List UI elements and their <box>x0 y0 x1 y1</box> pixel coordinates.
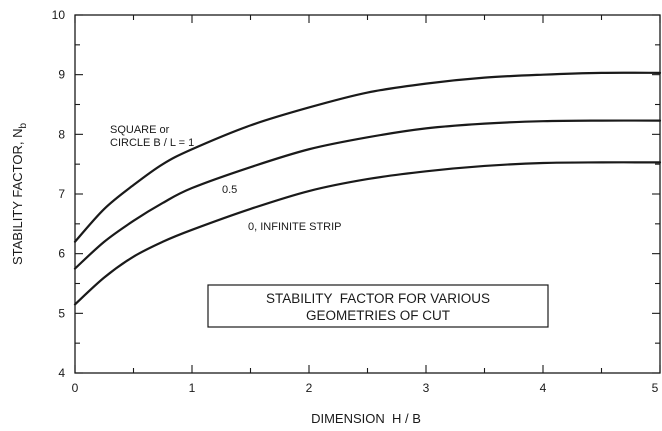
x-tick-label: 3 <box>423 381 430 395</box>
x-tick-label: 2 <box>306 381 313 395</box>
series-line-0 <box>73 71 662 243</box>
series-label-square-line-2: CIRCLE B / L = 1 <box>110 137 194 149</box>
x-tick-label: 5 <box>652 381 659 395</box>
y-tick-label: 10 <box>52 8 66 22</box>
y-tick-label: 4 <box>58 366 65 380</box>
y-tick-label: 7 <box>58 187 65 201</box>
y-tick-label: 6 <box>58 247 65 261</box>
x-tick-label: 0 <box>72 381 79 395</box>
y-tick-label: 9 <box>58 68 65 82</box>
curves <box>73 71 662 306</box>
series-line-2 <box>73 161 662 306</box>
series-line-1 <box>73 119 662 270</box>
y-axis-title: STABILITY FACTOR, Nb <box>10 123 29 266</box>
ticks <box>74 14 661 374</box>
annotation-box-line-1: STABILITY FACTOR FOR VARIOUS <box>266 291 490 306</box>
y-tick-label: 8 <box>58 127 65 141</box>
y-axis-title-main: STABILITY FACTOR, N <box>10 129 25 266</box>
y-axis-title-subscript: b <box>18 123 29 129</box>
series-label-square: SQUARE or CIRCLE B / L = 1 <box>110 124 194 149</box>
annotation-box-line-2: GEOMETRIES OF CUT <box>306 308 450 323</box>
annotation-box-frame <box>207 284 549 328</box>
series-label-strip: 0, INFINITE STRIP <box>248 221 342 233</box>
x-axis-title: DIMENSION H / B <box>311 411 421 426</box>
series-label-square-line-1: SQUARE or <box>110 124 170 136</box>
y-tick-label: 5 <box>58 306 65 320</box>
x-tick-label: 1 <box>189 381 196 395</box>
series-label-half: 0.5 <box>222 184 237 196</box>
x-tick-label: 4 <box>540 381 547 395</box>
tick-labels: 0 1 2 3 4 5 4 5 6 7 8 9 10 <box>52 8 659 395</box>
annotation-box: STABILITY FACTOR FOR VARIOUS GEOMETRIES … <box>207 284 549 328</box>
